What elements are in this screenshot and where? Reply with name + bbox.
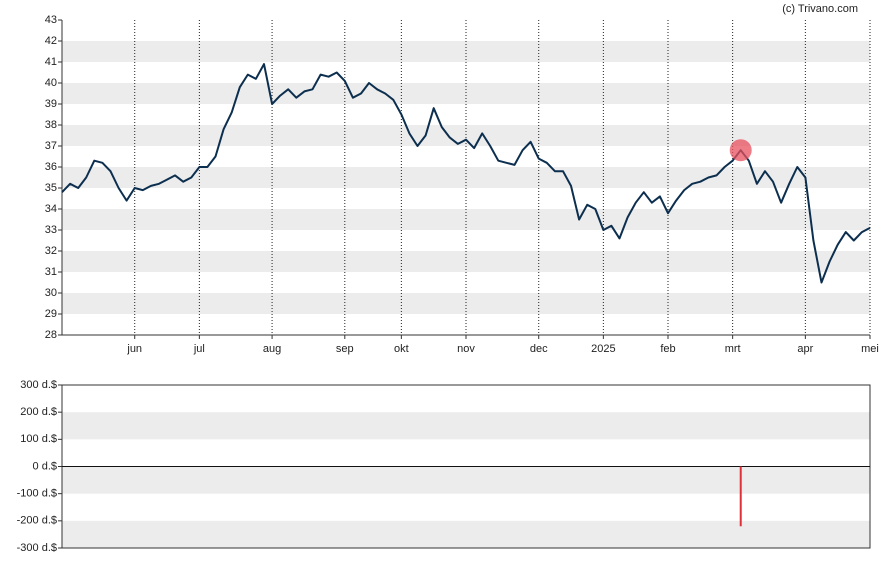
x-tick-label: aug xyxy=(263,343,281,355)
y-tick-label: -100 d.$ xyxy=(17,488,57,500)
x-tick-label: sep xyxy=(336,343,354,355)
y-tick-label: 31 xyxy=(45,266,57,278)
y-tick-label: 33 xyxy=(45,224,57,236)
y-tick-label: 38 xyxy=(45,119,57,131)
y-tick-label: 37 xyxy=(45,140,57,152)
x-tick-label: 2025 xyxy=(591,343,615,355)
y-tick-label: 43 xyxy=(45,14,57,26)
y-tick-label: 0 d.$ xyxy=(33,460,57,472)
y-tick-label: 39 xyxy=(45,98,57,110)
y-tick-label: 41 xyxy=(45,56,57,68)
x-tick-label: mei xyxy=(861,343,879,355)
y-tick-label: 300 d.$ xyxy=(20,379,57,391)
y-tick-label: 29 xyxy=(45,308,57,320)
bar xyxy=(739,466,742,527)
highlight-marker xyxy=(729,139,752,162)
grid-band xyxy=(62,412,870,440)
y-tick-label: 28 xyxy=(45,329,57,341)
x-tick-label: okt xyxy=(394,343,409,355)
grid-band xyxy=(62,520,870,548)
y-tick-label: 30 xyxy=(45,287,57,299)
y-tick-label: -300 d.$ xyxy=(17,542,57,554)
x-tick-label: jul xyxy=(193,343,205,355)
x-tick-label: dec xyxy=(530,343,548,355)
y-tick-label: 100 d.$ xyxy=(20,433,57,445)
x-tick-label: nov xyxy=(457,343,475,355)
x-tick-label: jun xyxy=(126,343,142,355)
y-tick-label: 35 xyxy=(45,182,57,194)
y-tick-label: 200 d.$ xyxy=(20,406,57,418)
y-tick-label: -200 d.$ xyxy=(17,515,57,527)
x-tick-label: mrt xyxy=(725,343,741,355)
credit: (c) Trivano.com xyxy=(782,3,858,15)
x-tick-label: apr xyxy=(797,343,813,355)
y-tick-label: 40 xyxy=(45,77,57,89)
y-tick-label: 36 xyxy=(45,161,57,173)
y-tick-label: 34 xyxy=(45,203,57,215)
y-tick-label: 42 xyxy=(45,35,57,47)
grid-band xyxy=(62,466,870,494)
y-tick-label: 32 xyxy=(45,245,57,257)
x-tick-label: feb xyxy=(660,343,675,355)
